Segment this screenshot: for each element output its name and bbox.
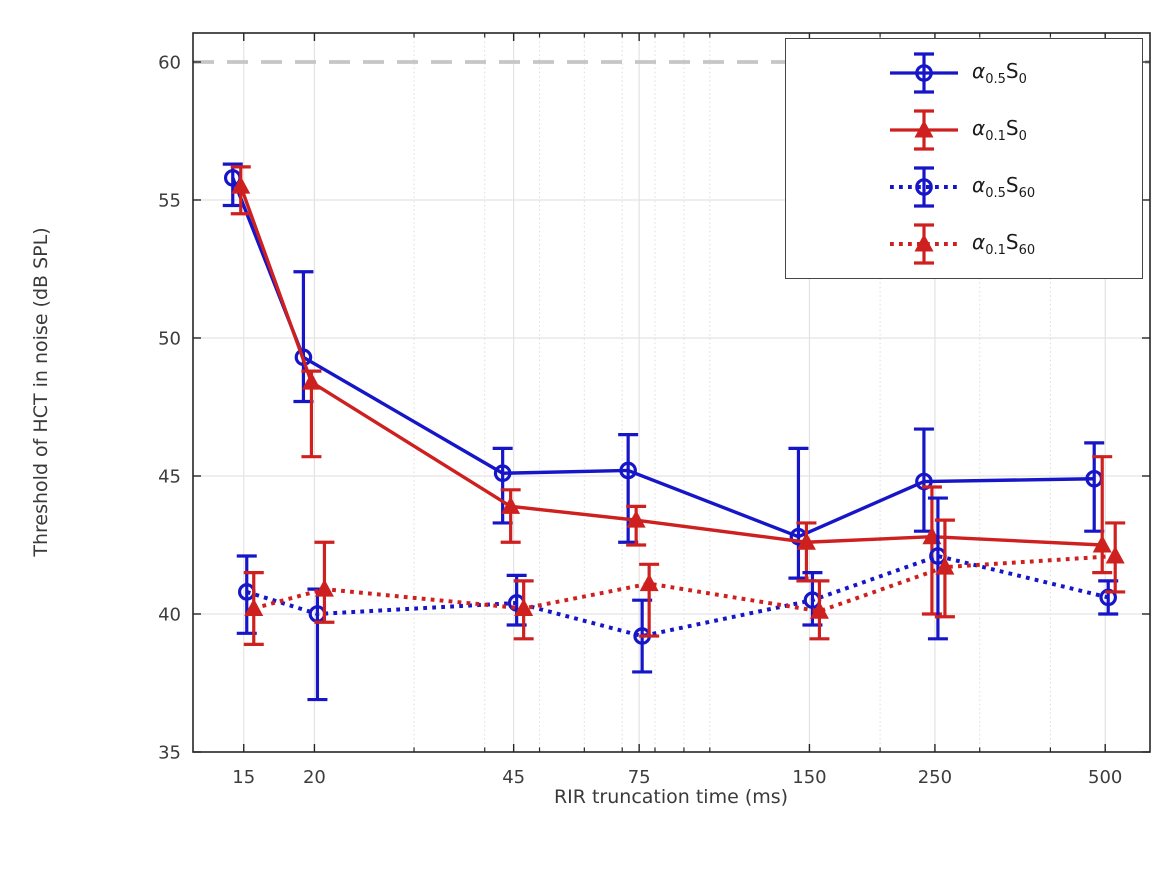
y-tick-labels: 35 40 45 50 55 60 — [158, 52, 181, 763]
legend-sample-alpha05-s60-icon — [890, 165, 958, 208]
tick-label: 60 — [158, 52, 181, 73]
tick-label: 250 — [918, 767, 952, 788]
tick-label: 35 — [158, 743, 181, 764]
legend-label: α0.5S60 — [972, 172, 1036, 201]
x-axis-label: RIR truncation time (ms) — [553, 786, 789, 808]
tick-label: 45 — [158, 466, 181, 487]
tick-label: 55 — [158, 190, 181, 211]
series-alpha-0.5-S60 — [236, 496, 1119, 702]
tick-label: 500 — [1088, 767, 1122, 788]
series-alpha-0.1-S60 — [243, 518, 1126, 646]
legend-sample-alpha01-s0-icon — [890, 108, 958, 151]
legend-sample-alpha01-s60-icon — [890, 222, 958, 265]
tick-label: 40 — [158, 604, 181, 625]
tick-label: 75 — [628, 767, 651, 788]
axis-box — [192, 32, 1151, 753]
x-tick-labels: 15 20 45 75 150 250 500 — [232, 767, 1122, 788]
tick-label: 15 — [232, 767, 255, 788]
legend-label: α0.1S60 — [972, 229, 1036, 258]
legend-item-alpha01-s0: α0.1S0 — [786, 101, 1142, 158]
legend: α0.5S0 α0.1S0 α0.5S60 α0.1S60 — [785, 38, 1143, 279]
legend-label: α0.5S0 — [972, 58, 1027, 87]
tick-label: 45 — [502, 767, 525, 788]
legend-item-alpha05-s0: α0.5S0 — [786, 44, 1142, 101]
tick-label: 150 — [792, 767, 826, 788]
tick-label: 20 — [303, 767, 326, 788]
legend-sample-alpha05-s0-icon — [890, 51, 958, 94]
legend-item-alpha05-s60: α0.5S60 — [786, 158, 1142, 215]
legend-label: α0.1S0 — [972, 115, 1027, 144]
y-axis-label: Threshold of HCT in noise (dB SPL) — [30, 227, 52, 557]
legend-item-alpha01-s60: α0.1S60 — [786, 215, 1142, 272]
tick-label: 50 — [158, 328, 181, 349]
